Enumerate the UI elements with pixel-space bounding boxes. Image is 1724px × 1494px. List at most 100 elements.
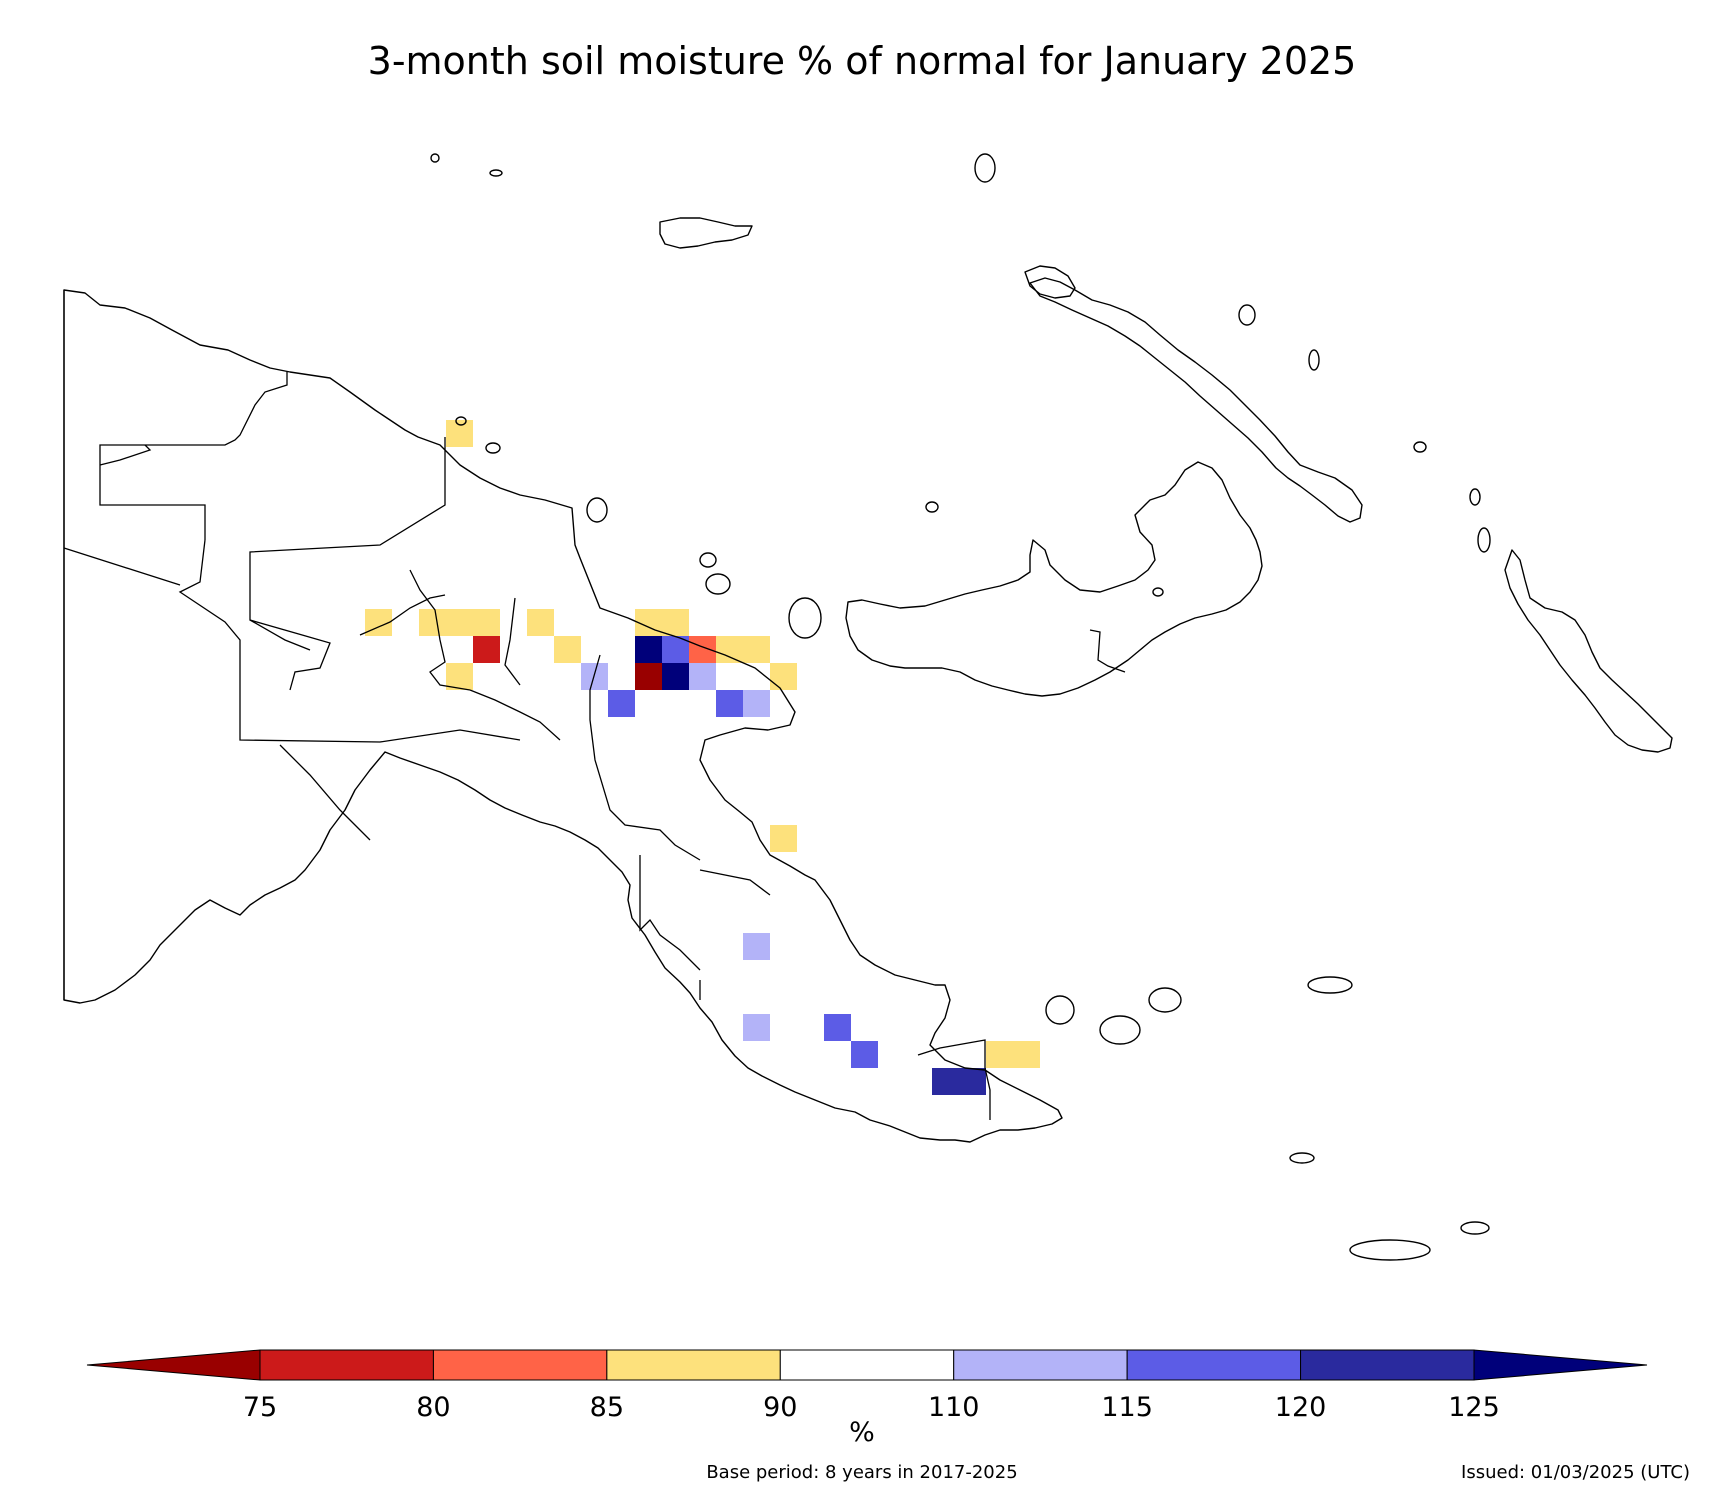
grid-cell-115-120 [851, 1041, 878, 1068]
colorbar-segment-120-125 [1300, 1349, 1475, 1381]
new-hanover-coastline [1024, 265, 1076, 299]
grid-cell-115-120 [608, 690, 635, 717]
normanby-island-coastline [1045, 995, 1075, 1025]
wuvulu-island-coastline [430, 153, 440, 163]
grid-cell-75-80 [473, 636, 500, 663]
grid-cell-110-115 [743, 1014, 770, 1041]
grid-cell-<75 [635, 663, 662, 690]
boundary-central-oro [984, 1067, 991, 1120]
boundary-western-gulf [279, 744, 371, 841]
coastlines [63, 153, 1673, 1261]
grid-cell-85-90 [770, 663, 797, 690]
grid-cell-85-90 [446, 420, 473, 447]
colorbar-tick-label: 115 [1101, 1392, 1153, 1423]
issued-date-note: Issued: 01/03/2025 (UTC) [1461, 1462, 1690, 1483]
colorbar-segment-85-90 [606, 1349, 781, 1381]
colorbar-tick-label: 80 [416, 1392, 450, 1423]
ninigo-island-coastline [489, 169, 503, 177]
boundary-highlands-4 [469, 689, 561, 741]
buka-island-coastline [1477, 527, 1491, 553]
long-island-coastline [705, 573, 731, 595]
colorbar-segment-110-115 [953, 1349, 1128, 1381]
colorbar-unit-label: % [849, 1417, 875, 1448]
boundary-east-sepik-west [249, 437, 446, 691]
boundary-east-sepik-south [178, 539, 521, 743]
soil-moisture-grid [365, 420, 1040, 1095]
colorbar-extend-min [86, 1349, 261, 1381]
grid-cell-110-115 [743, 933, 770, 960]
colorbar-tick-label: 75 [243, 1392, 277, 1423]
map-title: 3-month soil moisture % of normal for Ja… [368, 39, 1357, 83]
manus-coastline [659, 217, 753, 249]
boundary-highlands-5 [504, 597, 521, 686]
colorbar-segment-80-85 [432, 1349, 608, 1381]
grid-cell-85-90 [446, 609, 473, 636]
bougainville-coastline [1504, 549, 1673, 753]
tabar-island-coastline [1308, 349, 1320, 371]
kairiru-island-coastline [455, 416, 467, 426]
boundary-west-sepik-east [99, 372, 288, 540]
boundary-sandaun-enga [99, 444, 152, 466]
grid-cell-85-90 [1013, 1041, 1040, 1068]
colorbar-tick-label: 85 [590, 1392, 624, 1423]
colorbar: 75 80 85 90 110 115 120 125 [86, 1349, 1648, 1423]
provincial-boundaries [63, 290, 1126, 1120]
grid-cell-115-120 [824, 1014, 851, 1041]
map-area [63, 153, 1673, 1261]
grid-cell-85-90 [716, 636, 743, 663]
grid-cell-85-90 [473, 609, 500, 636]
colorbar-tick-label: 110 [928, 1392, 980, 1423]
grid-cell-80-85 [689, 636, 716, 663]
boundary-oro-milne [917, 1039, 986, 1068]
grid-cell->125 [662, 663, 689, 690]
new-britain-coastline [845, 461, 1263, 697]
fergusson-island-coastline [1099, 1015, 1141, 1045]
goodenough-island-coastline [1148, 987, 1182, 1013]
feni-island-coastline [1413, 441, 1427, 453]
grid-cell-115-120 [716, 690, 743, 717]
lihir-island-coastline [1238, 304, 1256, 326]
boundary-highlands-2 [359, 594, 446, 636]
grid-cell-120-125 [932, 1068, 959, 1095]
grid-cell-85-90 [446, 663, 473, 690]
colorbar-segment-90-110 [779, 1349, 955, 1381]
duke-of-york-coastline [1152, 587, 1164, 597]
grid-cell-85-90 [662, 609, 689, 636]
boundary-western-province-north [63, 547, 181, 586]
mainland-coastline [63, 289, 1063, 1143]
boundary-oro-north [699, 869, 771, 896]
grid-cell-85-90 [986, 1041, 1013, 1068]
grid-cell-85-90 [527, 609, 554, 636]
colorbar-tick-label: 125 [1448, 1392, 1500, 1423]
colorbar-segment-115-120 [1126, 1349, 1302, 1381]
grid-cell-85-90 [554, 636, 581, 663]
colorbar-tick-label: 120 [1275, 1392, 1327, 1423]
base-period-note: Base period: 8 years in 2017-2025 [706, 1462, 1017, 1483]
rossel-island-coastline [1460, 1221, 1490, 1235]
boundary-highlands-3 [409, 569, 471, 691]
grid-cell->125 [635, 636, 662, 663]
boundary-new-britain-provinces [1089, 629, 1126, 673]
grid-cell-85-90 [419, 609, 446, 636]
woodlark-island-coastline [1307, 976, 1353, 994]
umboi-island-coastline [788, 597, 822, 639]
new-ireland-coastline [1029, 277, 1363, 523]
colorbar-segment-75-80 [259, 1349, 434, 1381]
boundary-highlands-1 [249, 619, 311, 651]
tagula-island-coastline [1349, 1239, 1431, 1261]
grid-cell-85-90 [770, 825, 797, 852]
grid-cell-110-115 [689, 663, 716, 690]
boundary-morobe-oro [639, 855, 701, 971]
karkar-island-coastline [586, 497, 608, 523]
schouten-island-coastline [485, 442, 501, 454]
green-island-coastline [1469, 488, 1481, 506]
mussau-island-coastline [974, 153, 996, 183]
colorbar-extend-max [1473, 1349, 1648, 1381]
trobriand-island-coastline [1289, 1152, 1315, 1164]
grid-cell-120-125 [959, 1068, 986, 1095]
bagabag-island-coastline [699, 552, 717, 568]
witu-island-coastline [925, 501, 939, 513]
colorbar-tick-label: 90 [763, 1392, 797, 1423]
grid-cell-110-115 [743, 690, 770, 717]
